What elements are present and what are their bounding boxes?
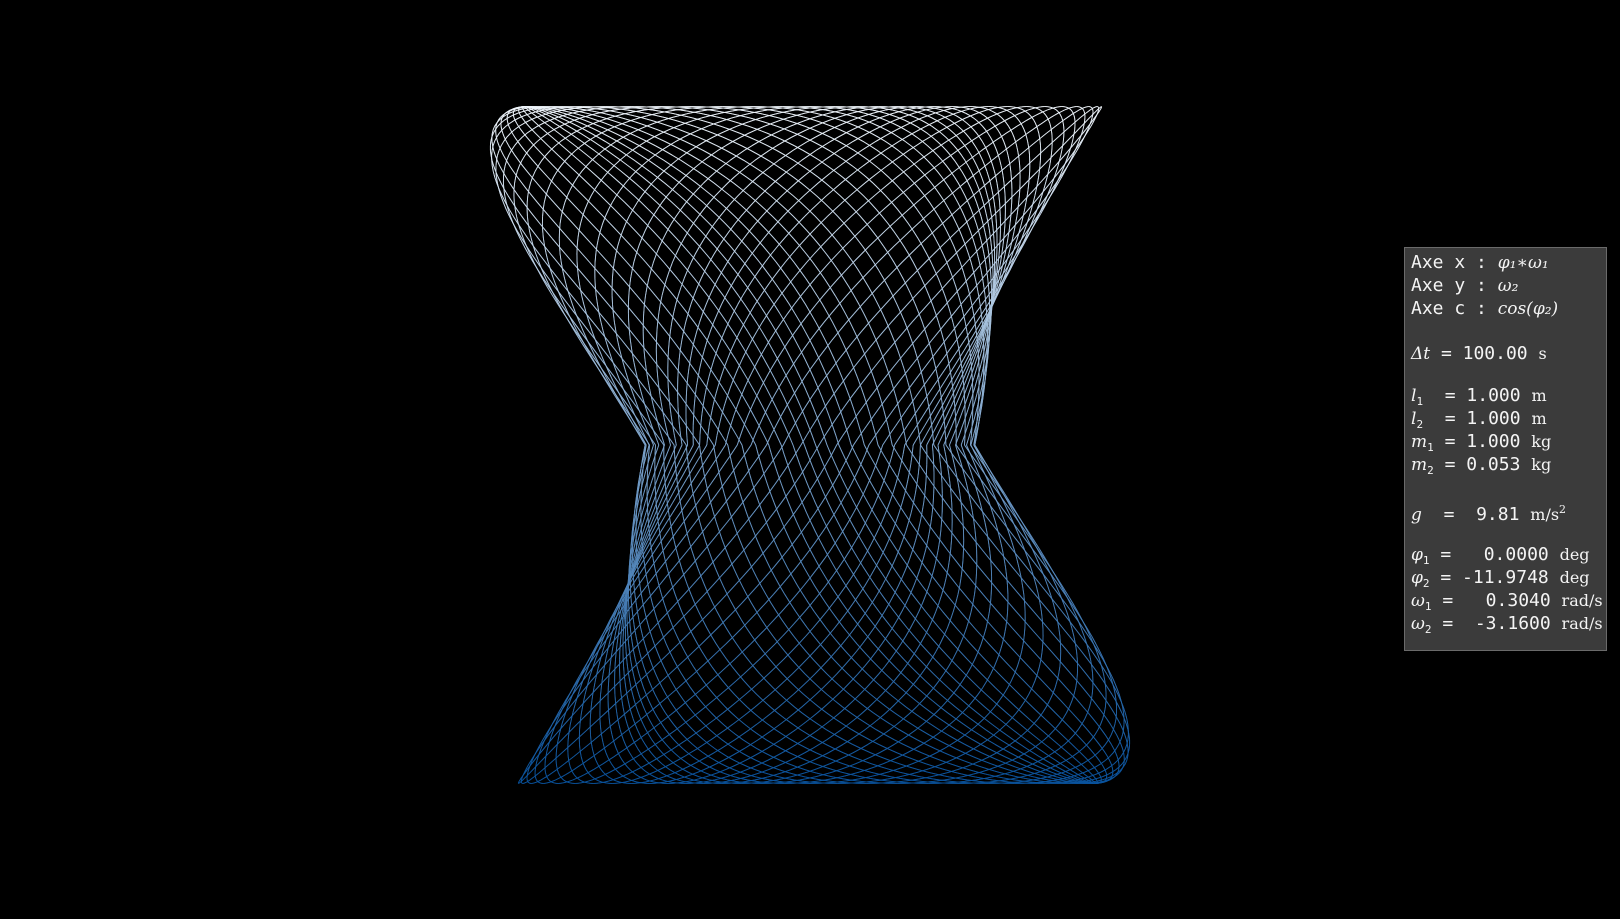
- trajectory-segment: [506, 120, 509, 124]
- trajectory-lines: [489, 106, 1131, 784]
- trajectory-segment: [512, 115, 515, 118]
- trajectory-segment: [1105, 772, 1108, 775]
